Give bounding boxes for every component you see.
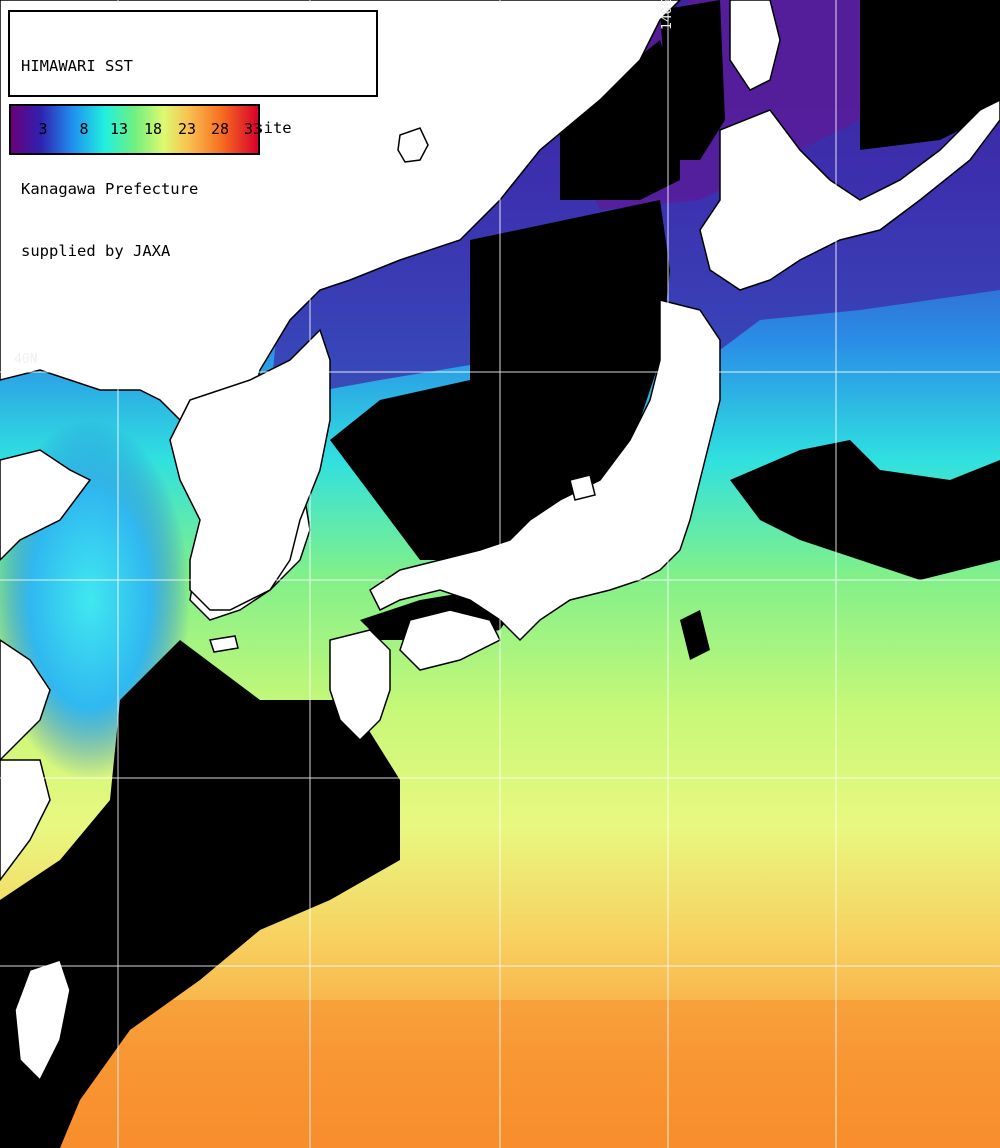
liaodong-peninsula xyxy=(0,449,92,562)
sakhalin xyxy=(729,0,781,91)
hokkaido xyxy=(699,99,1000,291)
latitude-label-40n: 40N xyxy=(14,352,38,367)
legend-tick: 8 xyxy=(79,120,89,138)
ulleung-island xyxy=(397,127,429,163)
east-china-coast xyxy=(0,759,51,882)
korean-peninsula xyxy=(169,328,331,611)
jeju-island xyxy=(209,635,239,653)
legend-tick: 13 xyxy=(109,120,129,138)
legend-tick: 3 xyxy=(38,120,48,138)
land xyxy=(0,0,1000,1082)
title-line-credit: supplied by JAXA xyxy=(21,241,171,260)
color-scale-bar xyxy=(11,106,258,153)
title-line-product: HIMAWARI SST xyxy=(21,57,133,75)
honshu xyxy=(369,299,721,642)
shikoku xyxy=(399,609,502,671)
legend-tick: 23 xyxy=(177,120,197,138)
legend-tick: 33 xyxy=(243,120,263,138)
title-block: HIMAWARI SST 2026/02/01(UTC) Day Composi… xyxy=(8,10,378,260)
sado-island xyxy=(569,474,596,501)
title-line-region: Kanagawa Prefecture xyxy=(21,180,199,198)
legend-tick: 18 xyxy=(143,120,163,138)
longitude-label-140e: 140E xyxy=(660,0,675,30)
color-scale-legend: 3 8 13 18 23 28 33 xyxy=(9,104,263,155)
kyushu xyxy=(329,629,391,742)
taiwan xyxy=(14,959,71,1082)
shandong-coast xyxy=(0,639,51,762)
legend-tick: 28 xyxy=(210,120,230,138)
